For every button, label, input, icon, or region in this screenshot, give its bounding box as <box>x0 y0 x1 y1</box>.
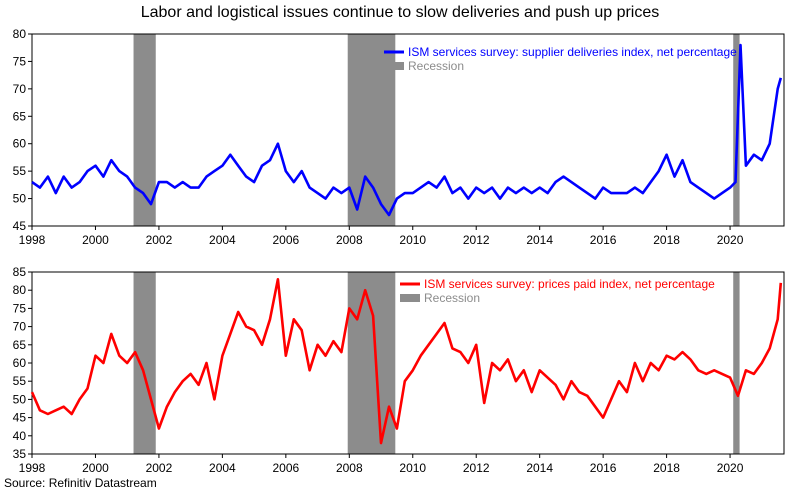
deliveries-y-tick-label: 45 <box>13 219 27 233</box>
prices-y-tick-label: 40 <box>13 429 27 443</box>
prices-legend-series-label: ISM services survey: prices paid index, … <box>424 277 715 291</box>
deliveries-y-tick-label: 75 <box>13 54 27 68</box>
supplier-deliveries-panel: 45 50 55 60 65 70 75 80 1998 2000 2002 2004 2006 2008… <box>13 27 785 247</box>
prices-recession-band-0 <box>133 272 156 454</box>
deliveries-y-tick-label: 50 <box>13 192 27 206</box>
deliveries-x-tick-label: 2010 <box>399 233 426 247</box>
prices-y-tick-label: 50 <box>13 392 27 406</box>
deliveries-x-tick-label: 2002 <box>146 233 173 247</box>
deliveries-legend-recession-label: Recession <box>408 59 464 73</box>
prices-y-tick-label: 35 <box>13 447 27 461</box>
deliveries-series-line-0 <box>31 43 783 217</box>
prices-y-tick-label: 85 <box>13 265 27 279</box>
deliveries-y-tick-label: 80 <box>13 27 27 41</box>
deliveries-x-tick-label: 2006 <box>272 233 299 247</box>
prices-x-tick-label: 2012 <box>463 461 490 475</box>
prices-x-tick-label: 2000 <box>82 461 109 475</box>
prices-y-tick-label: 70 <box>13 320 27 334</box>
deliveries-x-tick-label: 2018 <box>653 233 680 247</box>
deliveries-plot-frame <box>31 33 785 227</box>
deliveries-y-tick-label: 60 <box>13 137 27 151</box>
prices-y-tick-label: 75 <box>13 301 27 315</box>
deliveries-y-tick-label: 70 <box>13 82 27 96</box>
deliveries-recession-band-0 <box>133 34 156 226</box>
deliveries-y-tick-label: 65 <box>13 109 27 123</box>
deliveries-x-tick-label: 1998 <box>19 233 46 247</box>
prices-y-tick-label: 45 <box>13 411 27 425</box>
deliveries-legend-series-label: ISM services survey: supplier deliveries… <box>408 45 737 59</box>
prices-y-tick-label: 60 <box>13 356 27 370</box>
prices-legend-recession-label: Recession <box>424 291 480 305</box>
figure-title: Labor and logistical issues continue to … <box>140 4 660 21</box>
prices-x-tick-label: 2004 <box>209 461 236 475</box>
prices-y-tick-label: 55 <box>13 374 27 388</box>
deliveries-x-tick-label: 2008 <box>336 233 363 247</box>
prices-x-tick-label: 2016 <box>590 461 617 475</box>
prices-x-tick-label: 1998 <box>19 461 46 475</box>
prices-recession-band-1 <box>347 272 396 454</box>
prices-legend-recession-swatch <box>400 294 420 302</box>
deliveries-x-tick-label: 2000 <box>82 233 109 247</box>
prices-x-tick-label: 2018 <box>653 461 680 475</box>
source-note: Source: Refinitiv Datastream <box>4 476 157 490</box>
deliveries-x-tick-label: 2020 <box>717 233 744 247</box>
prices-x-tick-label: 2010 <box>399 461 426 475</box>
deliveries-y-tick-label: 55 <box>13 164 27 178</box>
deliveries-x-tick-label: 2012 <box>463 233 490 247</box>
prices-x-tick-label: 2008 <box>336 461 363 475</box>
prices-series-line-0 <box>30 277 783 445</box>
deliveries-legend-recession-swatch <box>384 62 404 70</box>
deliveries-x-tick-label: 2014 <box>526 233 553 247</box>
deliveries-x-tick-label: 2004 <box>209 233 236 247</box>
prices-y-tick-label: 65 <box>13 338 27 352</box>
prices-x-tick-label: 2014 <box>526 461 553 475</box>
prices-x-tick-label: 2020 <box>717 461 744 475</box>
prices-x-tick-label: 2006 <box>272 461 299 475</box>
prices-paid-panel: 35 40 45 50 55 60 65 70 75 80 85 1998 2000 2002 2004 20… <box>13 265 785 475</box>
prices-recession-band-2 <box>733 272 740 454</box>
prices-y-tick-label: 80 <box>13 283 27 297</box>
deliveries-x-tick-label: 2016 <box>590 233 617 247</box>
prices-x-tick-label: 2002 <box>146 461 173 475</box>
